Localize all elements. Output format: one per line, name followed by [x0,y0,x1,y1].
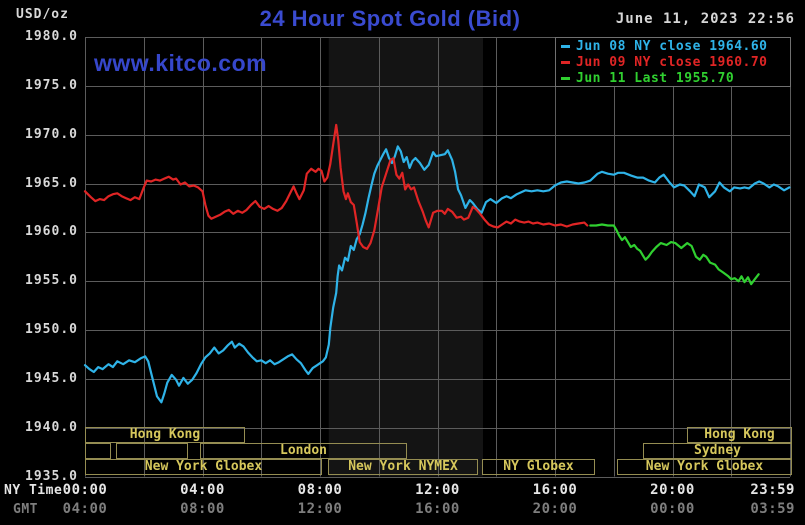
x-tick-label: 08:00 [180,501,225,517]
y-tick-label: 1970.0 [25,126,78,142]
kitco-watermark-link[interactable]: www.kitco.com [94,50,268,76]
legend-label: Jun 09 NY close 1960.70 [576,55,768,70]
legend-dash-icon [561,45,570,48]
x-tick-label: 03:59 [750,501,795,517]
session-box-hong-kong: Hong Kong [687,427,792,443]
y-tick-label: 1960.0 [25,224,78,240]
x-tick-label: 12:00 [297,501,343,517]
legend-label: Jun 11 Last 1955.70 [576,71,735,86]
session-box [116,443,188,459]
x-tick-label: 23:59 [750,482,795,498]
session-box [85,443,111,459]
x-axis-row-label: GMT [13,502,38,517]
y-tick-label: 1955.0 [25,273,78,289]
legend-label: Jun 08 NY close 1964.60 [576,39,768,54]
x-tick-label: 16:00 [415,501,460,517]
legend-item-0: Jun 08 NY close 1964.60 [561,39,790,55]
session-box-hong-kong: Hong Kong [85,427,245,443]
y-tick-label: 1980.0 [25,29,78,44]
series-line-2 [589,223,760,286]
y-tick-label: 1935.0 [25,468,78,484]
x-tick-label: 16:00 [532,482,578,498]
x-tick-label: 00:00 [650,501,695,517]
legend-dash-icon [561,61,570,64]
series-line-1 [83,123,589,250]
x-tick-label: 12:00 [415,482,460,498]
session-box-sydney: Sydney [643,443,792,459]
legend-item-1: Jun 09 NY close 1960.70 [561,55,790,71]
y-axis-units-label: USD/oz [16,7,69,22]
x-tick-label: 08:00 [297,482,343,498]
y-tick-label: 1940.0 [25,419,78,435]
legend-item-2: Jun 11 Last 1955.70 [561,71,790,87]
nymex-session-band [328,37,483,477]
series-line-0 [83,145,791,404]
legend-dash-icon [561,77,570,80]
session-box-london: London [200,443,407,459]
y-tick-label: 1945.0 [25,370,78,386]
chart-timestamp: June 11, 2023 22:56 [615,11,795,27]
y-tick-label: 1975.0 [25,77,78,93]
y-tick-label: 1965.0 [25,175,78,191]
x-tick-label: 20:00 [650,482,695,498]
x-tick-label: 04:00 [62,501,108,517]
session-box-ny-globex: NY Globex [482,459,595,475]
session-box-new-york-nymex: New York NYMEX [328,459,478,475]
session-box-new-york-globex: New York Globex [617,459,792,475]
x-tick-label: 20:00 [532,501,578,517]
page-title: 24 Hour Spot Gold (Bid) [259,6,521,31]
x-tick-label: 00:00 [62,482,108,498]
y-tick-label: 1950.0 [25,322,78,337]
session-box-new-york-globex: New York Globex [85,459,322,475]
x-tick-label: 04:00 [180,482,225,498]
legend: Jun 08 NY close 1964.60 Jun 09 NY close 1… [555,37,791,87]
x-axis-row-label: NY Time [4,483,63,498]
